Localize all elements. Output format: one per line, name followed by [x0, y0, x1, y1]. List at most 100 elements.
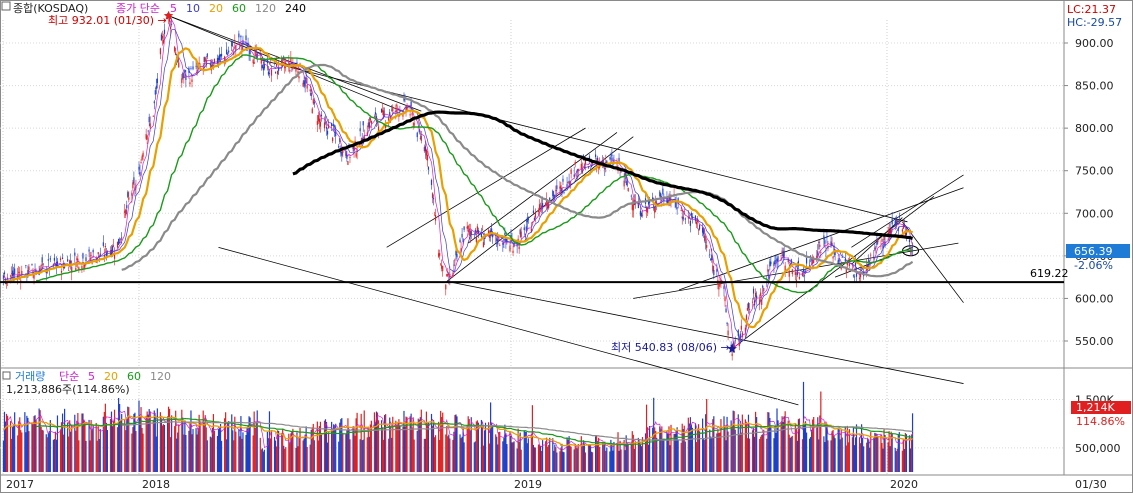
volume-bar: [292, 428, 294, 472]
volume-bar: [696, 429, 699, 472]
volume-bar: [839, 439, 841, 472]
volume-bar: [219, 423, 222, 472]
volume-bar: [275, 446, 278, 472]
collapse-icon[interactable]: [1, 1, 11, 11]
candle-body: [908, 239, 911, 243]
volume-bar: [163, 425, 166, 472]
volume-bar: [153, 410, 155, 472]
volume-bar: [588, 444, 591, 472]
candle-body: [206, 53, 208, 57]
volume-bar: [482, 445, 485, 472]
candle-body: [680, 210, 682, 211]
volume-bar: [299, 427, 301, 472]
candle-body: [161, 35, 164, 39]
candle-body: [890, 229, 892, 235]
volume-bar: [326, 442, 329, 472]
volume-bar: [198, 414, 200, 472]
candle-body: [82, 253, 84, 259]
candle-body: [67, 259, 69, 262]
candle-body: [25, 265, 27, 266]
volume-bar: [744, 419, 747, 472]
candle-body: [413, 122, 415, 126]
candle-body: [566, 184, 568, 188]
volume-bar: [766, 438, 768, 472]
volume-bar: [804, 421, 807, 472]
candle-body: [504, 233, 506, 235]
candle-body: [675, 201, 677, 208]
volume-bar: [383, 439, 385, 472]
candle-body: [817, 251, 819, 256]
volume-bar: [518, 441, 520, 472]
candle-body: [228, 50, 230, 53]
volume-bar: [181, 409, 183, 472]
volume-bar: [84, 423, 86, 472]
volume-bar: [687, 417, 689, 472]
candle-body: [411, 112, 413, 116]
volume-bar: [367, 426, 369, 472]
candle-body: [463, 226, 465, 230]
candle-body: [768, 274, 770, 279]
volume-bar: [498, 432, 500, 472]
candle-body: [690, 213, 692, 216]
volume-legend[interactable]: 거래량 단순 5 20 60 120 1,213,886주(114.86%): [2, 370, 171, 396]
volume-bar: [335, 423, 337, 472]
volume-bar: [791, 435, 793, 472]
candle-body: [777, 256, 779, 261]
price-legend[interactable]: 종합(KOSDAQ) 종가 단순 5 10 20 60 120 240: [1, 1, 306, 15]
candle-body: [487, 230, 490, 234]
volume-bar: [530, 433, 532, 472]
candle-body: [905, 231, 908, 235]
volume-collapse-icon[interactable]: [2, 371, 11, 380]
volume-bar: [846, 425, 848, 472]
candle-body: [604, 167, 606, 170]
volume-bar: [303, 438, 305, 472]
candle-body: [876, 239, 878, 245]
candle-body: [383, 110, 385, 117]
current-change: -2.06%: [1074, 259, 1113, 272]
candle-body: [288, 61, 290, 66]
volume-bar: [232, 430, 234, 472]
volume-bar: [884, 435, 886, 472]
candle-body: [641, 214, 644, 216]
volume-bar: [634, 441, 636, 472]
volume-bar: [85, 440, 87, 472]
volume-bar: [745, 423, 748, 472]
volume-bar: [95, 422, 97, 472]
volume-bar: [127, 406, 129, 472]
volume-bar: [655, 430, 657, 472]
star-shape: [727, 343, 737, 353]
candle-body: [645, 207, 648, 212]
candle-body: [720, 280, 722, 282]
candle-body: [473, 238, 475, 239]
candle-body: [183, 76, 185, 78]
candle-body: [590, 165, 593, 168]
candle-body: [339, 138, 341, 142]
candle-body: [881, 239, 883, 241]
volume-bar: [726, 416, 728, 472]
volume-value: 1,213,886주(114.86%): [6, 383, 130, 396]
support-label: 619.22: [1030, 267, 1069, 280]
candle-body: [249, 48, 251, 55]
volume-bar: [218, 427, 221, 472]
volume-bar: [874, 432, 876, 472]
volume-bar: [618, 450, 620, 472]
volume-bar: [289, 442, 291, 472]
volume-bar: [176, 438, 178, 472]
volume-bar: [698, 431, 701, 472]
volume-bar: [741, 414, 743, 472]
volume-bar: [788, 434, 790, 472]
volume-bar: [860, 424, 863, 472]
volume-bar: [391, 437, 393, 472]
volume-bar: [511, 442, 513, 472]
volume-bar: [318, 426, 320, 472]
candle-body: [27, 270, 29, 275]
volume-bar: [199, 421, 201, 472]
volume-bar: [182, 417, 184, 472]
candle-body: [155, 85, 157, 89]
volume-bar: [627, 443, 629, 472]
volume-bar: [235, 431, 237, 472]
volume-bar: [309, 444, 311, 472]
candle-body: [281, 59, 283, 65]
volume-bar: [161, 425, 164, 472]
